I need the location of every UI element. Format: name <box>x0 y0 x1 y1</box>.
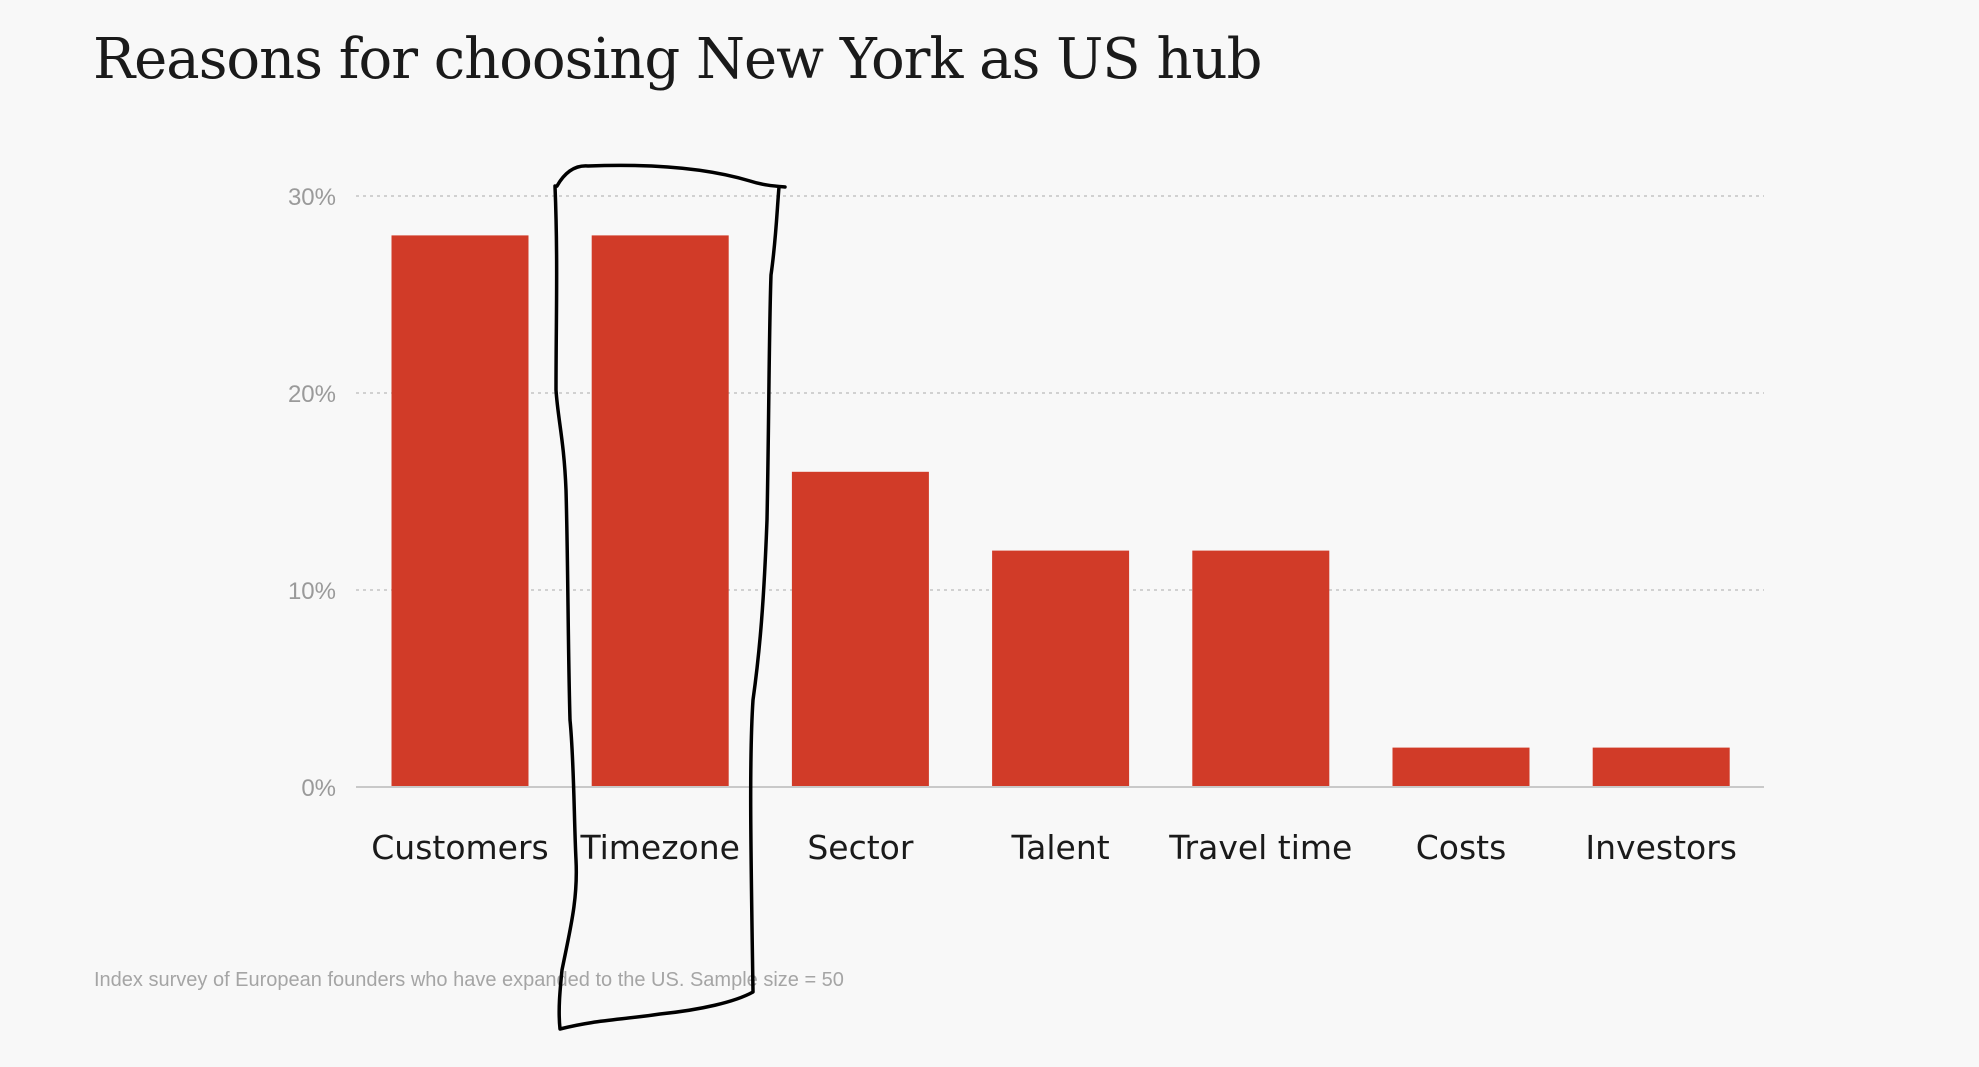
x-tick-label: Costs <box>1416 828 1507 867</box>
x-tick-label: Travel time <box>1168 828 1352 867</box>
bar-sector <box>791 471 929 787</box>
chart-title: Reasons for choosing New York as US hub <box>93 27 1261 92</box>
y-tick-label: 0% <box>301 775 336 802</box>
y-axis-ticks: 0% 10% 20% 30% <box>288 184 336 802</box>
x-tick-label: Customers <box>371 828 549 867</box>
x-axis-categories: Customers Timezone Sector Talent Travel time… <box>371 828 1737 867</box>
x-tick-label: Investors <box>1585 828 1737 867</box>
bars <box>391 235 1730 787</box>
x-tick-label: Talent <box>1010 828 1109 867</box>
bar-customers <box>391 235 529 787</box>
y-tick-label: 30% <box>288 184 336 211</box>
bar-timezone <box>591 235 729 787</box>
bar-costs <box>1392 747 1530 787</box>
hand-drawn-highlight <box>553 163 787 1031</box>
y-tick-label: 20% <box>288 381 336 408</box>
bar-investors <box>1592 747 1730 787</box>
x-tick-label: Sector <box>807 828 914 867</box>
bar-travel-time <box>1192 550 1330 787</box>
y-tick-label: 10% <box>288 578 336 605</box>
bar-talent <box>992 550 1130 787</box>
footnote: Index survey of European founders who ha… <box>94 969 844 991</box>
x-tick-label: Timezone <box>579 828 740 867</box>
